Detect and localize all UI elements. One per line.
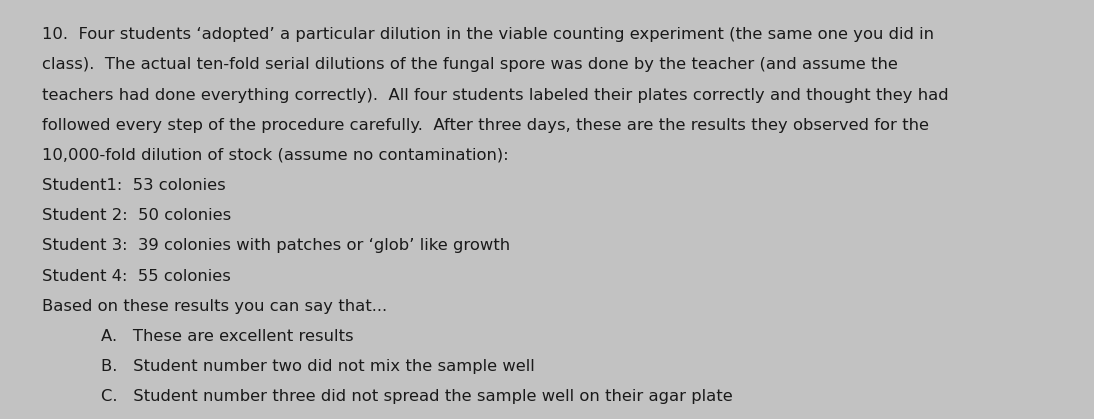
Text: Student 4:  55 colonies: Student 4: 55 colonies — [42, 269, 231, 284]
Text: C.   Student number three did not spread the sample well on their agar plate: C. Student number three did not spread t… — [101, 389, 732, 404]
Text: teachers had done everything correctly).  All four students labeled their plates: teachers had done everything correctly).… — [42, 88, 948, 103]
Text: A.   These are excellent results: A. These are excellent results — [101, 329, 353, 344]
Text: 10.  Four students ‘adopted’ a particular dilution in the viable counting experi: 10. Four students ‘adopted’ a particular… — [42, 27, 933, 42]
Text: Student 3:  39 colonies with patches or ‘glob’ like growth: Student 3: 39 colonies with patches or ‘… — [42, 238, 510, 253]
Text: B.   Student number two did not mix the sample well: B. Student number two did not mix the sa… — [101, 359, 534, 374]
Text: followed every step of the procedure carefully.  After three days, these are the: followed every step of the procedure car… — [42, 118, 929, 133]
Text: Based on these results you can say that...: Based on these results you can say that.… — [42, 299, 386, 314]
Text: 10,000-fold dilution of stock (assume no contamination):: 10,000-fold dilution of stock (assume no… — [42, 148, 509, 163]
Text: Student 2:  50 colonies: Student 2: 50 colonies — [42, 208, 231, 223]
Text: class).  The actual ten-fold serial dilutions of the fungal spore was done by th: class). The actual ten-fold serial dilut… — [42, 57, 897, 72]
Text: Student1:  53 colonies: Student1: 53 colonies — [42, 178, 225, 193]
